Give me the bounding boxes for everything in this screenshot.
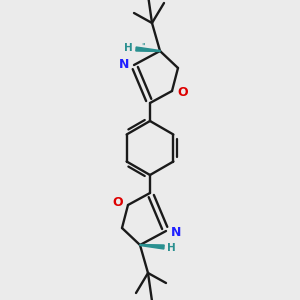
Text: O: O: [112, 196, 123, 209]
Text: H: H: [124, 43, 133, 53]
Polygon shape: [136, 47, 160, 52]
Text: O: O: [177, 86, 188, 100]
Text: '': '': [141, 43, 146, 52]
Polygon shape: [140, 244, 164, 249]
Text: N: N: [118, 58, 129, 70]
Text: '': '': [155, 244, 160, 253]
Text: N: N: [171, 226, 181, 238]
Text: H: H: [167, 243, 176, 253]
